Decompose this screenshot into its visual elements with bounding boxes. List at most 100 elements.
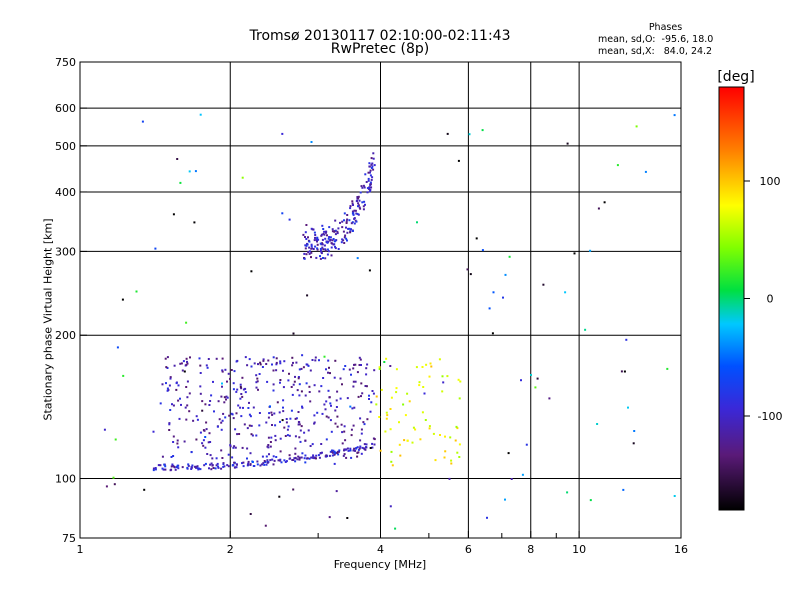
- chart-subtitle: RwPretec (8p): [330, 41, 430, 57]
- data-point: [291, 356, 294, 359]
- data-point: [421, 366, 424, 368]
- data-point: [349, 207, 352, 210]
- data-point: [166, 387, 169, 390]
- data-point: [239, 383, 242, 386]
- data-point: [265, 363, 268, 365]
- data-point: [355, 220, 358, 223]
- data-point: [370, 401, 373, 404]
- data-point: [308, 250, 311, 253]
- data-point: [361, 446, 364, 449]
- data-point: [486, 516, 488, 519]
- data-point: [248, 401, 250, 404]
- data-point: [298, 457, 301, 460]
- data-point: [316, 243, 319, 246]
- data-point: [202, 444, 205, 447]
- data-point: [362, 205, 365, 208]
- data-point: [331, 450, 334, 453]
- data-point: [458, 443, 461, 446]
- data-point: [250, 424, 253, 427]
- data-point: [336, 452, 339, 454]
- data-point: [185, 418, 188, 421]
- data-point: [337, 453, 340, 456]
- data-point: [169, 409, 172, 411]
- data-point: [345, 237, 348, 240]
- data-point: [327, 371, 329, 374]
- data-point: [439, 434, 441, 436]
- plot-grid: [80, 62, 681, 538]
- data-point: [249, 463, 252, 466]
- data-point: [329, 450, 332, 453]
- data-point: [271, 413, 274, 416]
- data-point: [510, 478, 513, 480]
- data-point: [421, 411, 424, 414]
- data-point: [227, 453, 230, 456]
- data-point: [122, 374, 125, 377]
- data-point: [308, 457, 311, 460]
- data-point: [364, 203, 366, 206]
- data-point: [281, 212, 284, 215]
- data-point: [566, 142, 569, 145]
- data-point: [192, 419, 195, 422]
- data-point: [368, 187, 371, 189]
- data-point: [358, 364, 361, 366]
- data-point: [239, 406, 242, 409]
- data-point: [444, 435, 446, 438]
- data-point: [290, 386, 293, 388]
- data-point: [391, 464, 394, 467]
- data-point: [288, 457, 291, 460]
- data-point: [334, 422, 337, 425]
- data-point: [255, 381, 258, 384]
- data-point: [185, 363, 188, 366]
- data-point: [466, 268, 469, 271]
- data-point: [346, 517, 349, 519]
- data-point: [404, 414, 407, 417]
- data-point: [310, 251, 313, 254]
- data-point: [469, 273, 472, 276]
- data-point: [176, 442, 179, 445]
- data-point: [244, 387, 247, 390]
- data-point: [351, 200, 354, 203]
- data-point: [644, 170, 647, 173]
- data-point: [165, 366, 168, 369]
- data-point: [332, 449, 335, 452]
- data-point: [161, 383, 164, 386]
- data-point: [316, 236, 319, 239]
- data-point: [292, 332, 295, 335]
- data-point: [288, 434, 291, 437]
- colorbar-ticks: 100 0 -100: [744, 175, 782, 423]
- data-point: [300, 425, 303, 428]
- data-point: [262, 359, 265, 362]
- data-point: [300, 456, 303, 459]
- data-point: [305, 244, 308, 247]
- data-point: [334, 219, 337, 222]
- data-point: [270, 436, 273, 439]
- data-point: [441, 390, 444, 393]
- data-point: [345, 222, 348, 224]
- data-point: [309, 369, 312, 372]
- data-point: [416, 221, 418, 224]
- data-point: [457, 378, 460, 381]
- data-point: [502, 296, 504, 299]
- data-point: [297, 423, 300, 426]
- data-point: [279, 360, 282, 363]
- data-point: [283, 426, 286, 429]
- data-point: [340, 241, 343, 244]
- data-point: [306, 457, 309, 460]
- data-point: [171, 463, 174, 466]
- data-point: [282, 399, 285, 402]
- data-point: [330, 254, 333, 257]
- data-point: [370, 157, 373, 160]
- x-axis-label: Frequency [MHz]: [333, 558, 427, 571]
- data-point: [256, 460, 259, 463]
- data-point: [292, 361, 294, 364]
- data-point: [190, 451, 193, 454]
- data-point: [390, 450, 393, 453]
- data-point: [370, 163, 373, 166]
- data-point: [281, 132, 284, 135]
- data-point: [252, 406, 255, 409]
- data-point: [365, 446, 368, 449]
- data-point: [152, 467, 155, 470]
- data-point: [448, 477, 451, 480]
- data-point: [268, 453, 270, 456]
- data-point: [367, 177, 370, 180]
